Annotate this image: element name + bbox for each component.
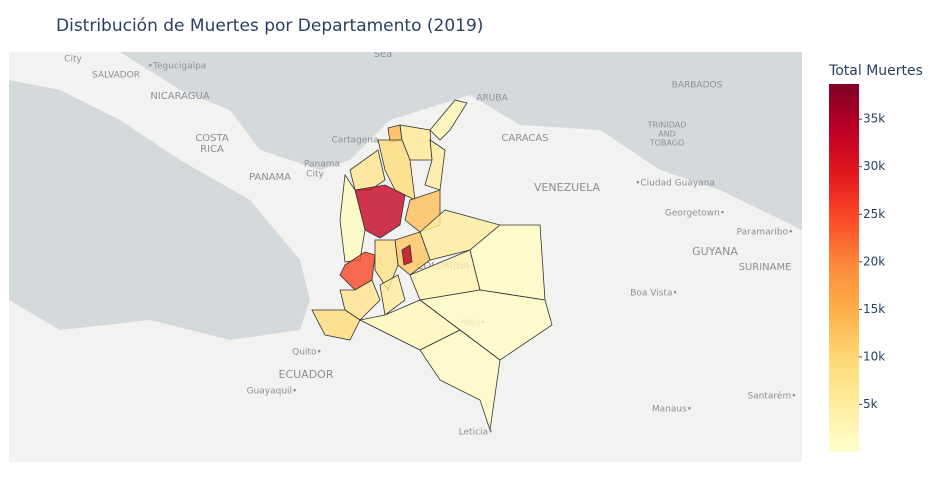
basemap-label: CARACAS xyxy=(501,133,548,144)
basemap-label: SALVADOR xyxy=(92,71,140,81)
basemap-label: Santarém• xyxy=(747,391,796,402)
colorbar-tick-label: 35k xyxy=(863,112,885,126)
basemap-label: PANAMA xyxy=(249,172,291,183)
basemap-label: •Ciudad Guayana xyxy=(635,179,715,189)
basemap-label: TOBAGO xyxy=(649,139,685,148)
basemap-label: RICA xyxy=(200,144,224,155)
basemap-label: COSTA xyxy=(195,133,229,144)
basemap-label: ARUBA xyxy=(476,94,508,104)
colorbar-tick-label: 20k xyxy=(863,254,885,268)
colorbar-tick-label: 15k xyxy=(863,302,885,316)
basemap-label: VENEZUELA xyxy=(534,181,601,194)
basemap-label: City xyxy=(64,55,82,65)
basemap-label: Sea xyxy=(374,49,393,60)
basemap-label: AND xyxy=(658,130,676,139)
basemap-label: BARBADOS xyxy=(672,81,723,91)
colorbar-tick-label: 25k xyxy=(863,207,885,221)
region xyxy=(339,173,366,263)
region xyxy=(379,274,406,316)
basemap-label: City xyxy=(306,170,324,180)
map: City SALVADOR •Tegucigalpa NICARAGUA COSTARI… xyxy=(9,49,802,462)
basemap-label: Paramaribo• xyxy=(737,228,794,238)
colorbar-tick-label: 30k xyxy=(863,159,885,173)
region xyxy=(399,124,433,161)
basemap-label: Panama xyxy=(304,160,340,170)
basemap-label: ECUADOR xyxy=(279,368,334,381)
basemap-label: Quito• xyxy=(292,348,322,358)
region xyxy=(424,139,446,191)
region xyxy=(349,149,386,191)
basemap-label: NICARAGUA xyxy=(150,91,210,102)
chart-title: Distribución de Muertes por Departamento… xyxy=(56,16,483,36)
basemap-label: Boa Vista• xyxy=(630,289,678,299)
basemap-label: Manaus• xyxy=(652,405,692,415)
region xyxy=(401,244,413,266)
colorbar-tick-label: 5k xyxy=(863,397,878,411)
colorbar-title: Total Muertes xyxy=(828,63,923,79)
region xyxy=(387,124,403,143)
basemap-label: Guayaquil• xyxy=(247,387,298,397)
basemap-label: •Tegucigalpa xyxy=(148,62,207,72)
basemap-label: TRINIDAD xyxy=(647,121,687,130)
basemap-label: Georgetown• xyxy=(665,209,725,219)
basemap-label: GUYANA xyxy=(692,245,738,258)
basemap-label: SURINAME xyxy=(739,262,792,273)
region xyxy=(419,329,501,431)
region xyxy=(311,309,361,341)
region xyxy=(469,224,546,301)
colorbar-tick-label: 10k xyxy=(863,349,885,363)
basemap-label: Cartagena xyxy=(331,136,378,146)
region xyxy=(429,99,468,141)
basemap-label: Leticia• xyxy=(459,428,494,438)
colorbar xyxy=(829,84,859,452)
